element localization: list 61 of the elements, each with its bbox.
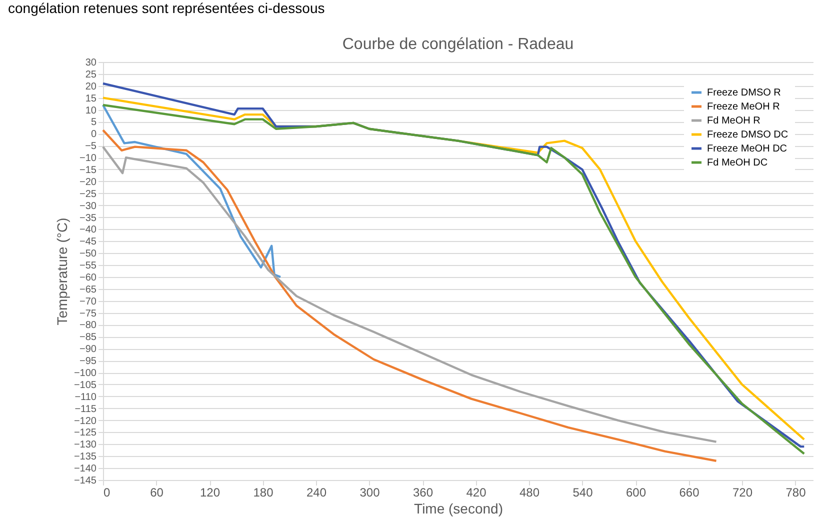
x-tick-label: 420: [466, 486, 487, 500]
y-tick-label: 20: [85, 81, 97, 92]
legend-label: Freeze DMSO R: [707, 88, 781, 98]
y-tick-label: 5: [90, 117, 97, 128]
y-tick-label: −140: [74, 464, 97, 475]
chart-title: Courbe de congélation - Radeau: [342, 36, 574, 53]
y-tick-label: −130: [74, 440, 97, 451]
x-tick-label: 240: [306, 486, 327, 500]
y-tick-label: −100: [74, 368, 97, 380]
y-tick-label: −90: [80, 344, 97, 356]
x-tick-label: 360: [412, 486, 434, 500]
x-tick-label: 660: [679, 486, 700, 500]
legend-label: Freeze MeOH R: [707, 102, 780, 112]
y-tick-label: −20: [80, 176, 97, 188]
y-tick-label: −80: [80, 320, 97, 332]
x-tick-label: 780: [786, 486, 806, 500]
y-tick-label: −105: [74, 380, 97, 391]
y-tick-label: −70: [80, 296, 97, 308]
x-tick-label: 180: [253, 486, 274, 500]
y-tick-label: −50: [80, 248, 97, 260]
y-tick-label: −15: [80, 164, 97, 176]
y-tick-label: −85: [80, 332, 97, 344]
x-tick-label: 0: [104, 486, 110, 500]
y-tick-label: −145: [74, 476, 97, 486]
y-tick-label: −75: [80, 308, 97, 320]
x-tick-label: 120: [200, 486, 220, 500]
y-tick-label: 25: [85, 69, 97, 80]
text: congélation retenues sont représentées ci-dessous: [8, 0, 325, 16]
y-tick-label: 15: [85, 93, 97, 104]
x-tick-label: 600: [626, 486, 646, 500]
y-tick-label: −55: [80, 260, 97, 272]
x-tick-label: 480: [519, 486, 540, 500]
legend-label: Freeze DMSO DC: [707, 130, 788, 140]
legend-label: Fd MeOH DC: [707, 158, 768, 168]
y-tick-label: −30: [80, 200, 97, 212]
y-tick-label: −65: [80, 284, 97, 296]
x-tick-label: 60: [150, 486, 164, 500]
legend-label: Freeze MeOH DC: [707, 144, 788, 154]
y-tick-label: −45: [80, 236, 97, 248]
y-tick-label: −120: [74, 416, 97, 427]
y-tick-label: 10: [85, 105, 97, 116]
y-tick-label: −110: [74, 392, 97, 403]
x-tick-label: 540: [572, 486, 594, 500]
x-tick-label: 720: [732, 486, 753, 500]
y-tick-label: 0: [90, 129, 97, 140]
y-tick-label: −95: [80, 356, 97, 368]
y-tick-label: −115: [74, 404, 97, 415]
y-tick-label: −25: [80, 188, 97, 200]
y-tick-label: −125: [74, 428, 97, 439]
y-tick-label: −60: [80, 272, 97, 284]
y-tick-label: 30: [85, 58, 97, 68]
line-series: [102, 104, 282, 278]
y-tick-label: −5: [85, 141, 97, 152]
x-tick-label: 300: [360, 486, 380, 500]
y-tick-label: −135: [74, 452, 97, 463]
y-axis-title: Temperature (°C): [54, 218, 70, 326]
y-tick-label: −10: [80, 153, 97, 164]
y-tick-label: −40: [80, 224, 97, 236]
y-tick-label: −35: [80, 212, 97, 224]
legend-label: Fd MeOH R: [707, 116, 760, 126]
x-axis-title: Time (second): [414, 500, 503, 516]
